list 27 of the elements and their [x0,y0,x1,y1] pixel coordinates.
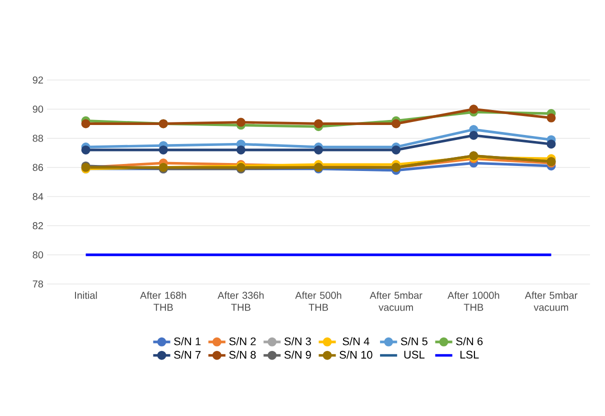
x-tick-label: After 168h THB [140,292,186,311]
legend-label: S/N 4 [342,337,370,346]
y-tick-label: 80 [32,251,44,258]
y-tick-label: 78 [32,280,44,288]
x-tick-label: After 336h THB [218,292,264,311]
x-tick-label: After 500h THB [295,292,342,311]
x-tick-label: After 1000h THB [448,292,500,311]
legend-label: USL [404,350,425,359]
legend-label: S/N 2 [229,337,256,346]
legend-label: S/N 8 [229,350,256,359]
x-tick-label: After 5mbar vacuum [370,292,422,311]
x-tick-label: Initial [75,292,97,299]
legend-label: LSL [460,350,479,359]
legend-label: S/N 3 [284,337,311,346]
legend-label: S/N 7 [174,350,201,359]
legend-label: S/N 5 [400,337,428,346]
x-tick-label: After 5mbar vacuum [524,292,578,311]
legend-label: S/N 1 [174,337,201,346]
legend-label: S/N 6 [456,337,483,346]
y-tick-label: 84 [32,193,44,200]
y-tick-label: 90 [32,106,44,113]
legend-label: S/N 9 [284,350,311,359]
y-tick-label: 92 [32,76,43,84]
y-tick-label: 86 [32,164,44,171]
legend-label: S/N 10 [340,350,372,359]
y-tick-label: 88 [32,134,44,142]
y-tick-label: 82 [32,222,43,230]
